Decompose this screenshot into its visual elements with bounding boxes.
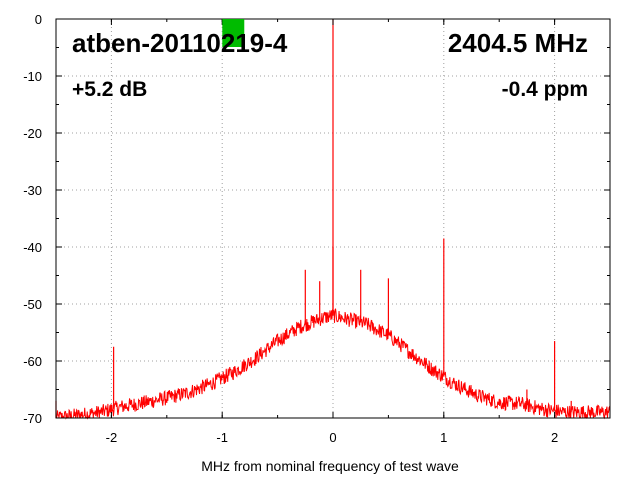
x-tick-label: -2 (106, 430, 118, 445)
status-marker (222, 19, 245, 47)
x-axis-label: MHz from nominal frequency of test wave (201, 458, 459, 474)
subtitle-left: +5.2 dB (72, 78, 147, 101)
title-right: 2404.5 MHz (448, 28, 588, 58)
axis-ticks: -2 -1 0 1 20-10-20-30-40-50-60-70 (23, 12, 611, 445)
y-tick-label: -10 (23, 69, 42, 84)
x-tick-label: 2 (551, 430, 558, 445)
subtitle-right: -0.4 ppm (502, 78, 588, 101)
x-tick-label: 1 (440, 430, 447, 445)
x-tick-label: -1 (216, 430, 228, 445)
marker-group (222, 19, 245, 47)
y-tick-label: -20 (23, 126, 42, 141)
y-tick-label: -50 (23, 297, 42, 312)
y-tick-label: -60 (23, 354, 42, 369)
y-tick-label: -70 (23, 411, 42, 426)
y-tick-label: 0 (35, 12, 42, 27)
series-group (55, 19, 611, 420)
title-left: atben-20110219-4 (72, 28, 288, 58)
y-tick-label: -30 (23, 183, 42, 198)
y-tick-label: -40 (23, 240, 42, 255)
x-tick-label: 0 (329, 430, 336, 445)
